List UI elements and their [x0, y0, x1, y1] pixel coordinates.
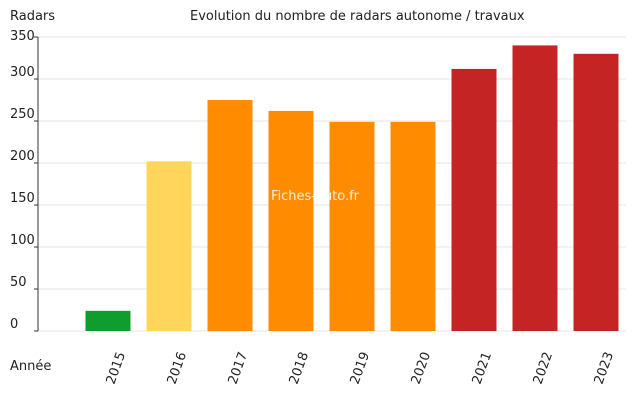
- x-tick-label: 2023: [592, 350, 617, 386]
- y-axis-label: Radars: [10, 9, 55, 24]
- y-tick-label: 100: [10, 233, 35, 248]
- bar-2022: [512, 45, 558, 332]
- y-tick-label: 0: [10, 317, 18, 332]
- bars: [85, 45, 619, 332]
- bar-2019: [329, 121, 375, 331]
- x-tick-label: 2016: [165, 350, 190, 386]
- x-tick-label: 2018: [287, 350, 312, 386]
- y-tick-labels: 0 50 100 150 200 250 300 350: [10, 29, 38, 332]
- bar-2023: [573, 53, 619, 332]
- y-tick-label: 300: [10, 65, 35, 80]
- x-axis-label: Année: [10, 359, 51, 374]
- x-tick-label: 2015: [104, 350, 129, 386]
- bar-2017: [207, 100, 253, 331]
- x-tick-labels: 2015 2016 2017 2018 2019 2020 2021 2022 2023: [104, 350, 617, 386]
- x-tick-label: 2020: [409, 350, 434, 386]
- y-tick-label: 250: [10, 107, 35, 122]
- bar-2018: [268, 110, 314, 331]
- bar-2016: [146, 161, 192, 331]
- y-tick-label: 350: [10, 29, 35, 44]
- y-tick-label: 200: [10, 149, 35, 164]
- y-tick-label: 50: [10, 275, 27, 290]
- x-tick-label: 2017: [226, 350, 251, 386]
- bar-2015: [85, 310, 131, 331]
- watermark: Fiches-auto.fr: [271, 189, 360, 204]
- x-tick-label: 2021: [470, 350, 495, 386]
- x-tick-label: 2022: [531, 350, 556, 386]
- x-tick-label: 2019: [348, 350, 373, 386]
- bar-2020: [390, 121, 436, 331]
- bar-2021: [451, 68, 497, 332]
- chart-title: Evolution du nombre de radars autonome /…: [190, 9, 525, 24]
- y-tick-label: 150: [10, 191, 35, 206]
